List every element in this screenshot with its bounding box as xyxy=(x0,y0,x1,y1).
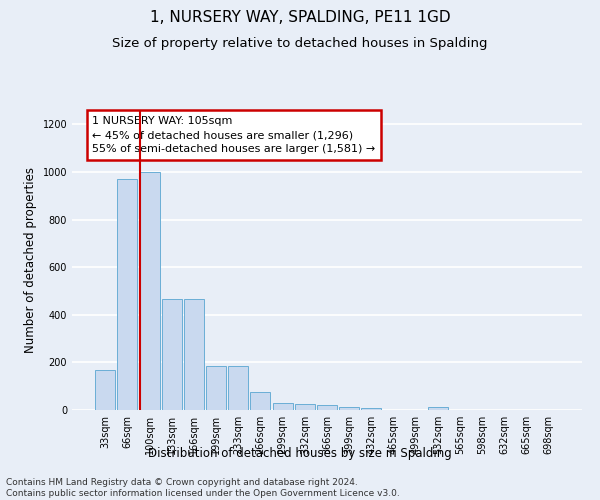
Bar xyxy=(206,366,226,410)
Bar xyxy=(317,405,337,410)
Text: 1, NURSERY WAY, SPALDING, PE11 1GD: 1, NURSERY WAY, SPALDING, PE11 1GD xyxy=(149,10,451,25)
Bar xyxy=(140,172,160,410)
Bar xyxy=(428,407,448,410)
Bar xyxy=(250,392,271,410)
Y-axis label: Number of detached properties: Number of detached properties xyxy=(24,167,37,353)
Bar xyxy=(95,370,115,410)
Text: Contains HM Land Registry data © Crown copyright and database right 2024.
Contai: Contains HM Land Registry data © Crown c… xyxy=(6,478,400,498)
Bar xyxy=(361,408,382,410)
Bar xyxy=(162,300,182,410)
Text: Distribution of detached houses by size in Spalding: Distribution of detached houses by size … xyxy=(148,447,452,460)
Bar xyxy=(184,300,204,410)
Bar xyxy=(339,407,359,410)
Bar xyxy=(228,366,248,410)
Bar xyxy=(118,179,137,410)
Text: Size of property relative to detached houses in Spalding: Size of property relative to detached ho… xyxy=(112,38,488,51)
Bar xyxy=(295,404,315,410)
Bar xyxy=(272,403,293,410)
Text: 1 NURSERY WAY: 105sqm
← 45% of detached houses are smaller (1,296)
55% of semi-d: 1 NURSERY WAY: 105sqm ← 45% of detached … xyxy=(92,116,376,154)
